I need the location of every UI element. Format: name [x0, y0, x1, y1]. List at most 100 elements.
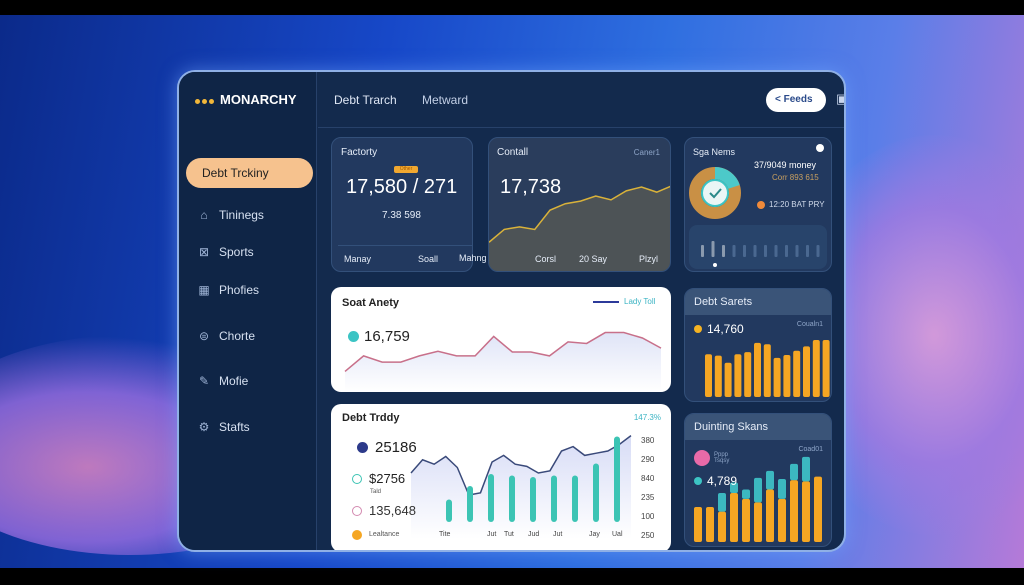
sidebar-item-label: Chorte	[219, 329, 256, 343]
contall-line	[489, 185, 670, 243]
sidebar-item-2[interactable]: ⊠ Sports	[197, 245, 254, 259]
bar	[793, 350, 801, 397]
bar	[773, 357, 781, 397]
stat-value: $2756	[369, 471, 406, 486]
sidebar-item-label: Stafts	[219, 420, 250, 434]
calendar-icon[interactable]: ▣	[836, 91, 844, 107]
debt-trddy-card: Debt Trddy 147.3% 25186 $2756 Tald 135,6…	[331, 404, 671, 550]
sga-nems-card: Sga Nems 37/9049 money Corr 893 615 12:2…	[684, 137, 832, 272]
feeds-button[interactable]: < Feeds	[766, 88, 826, 112]
page-dot	[713, 263, 717, 267]
tab-debt[interactable]: Debt Trarch	[334, 93, 397, 107]
soat-line	[344, 331, 662, 373]
sidebar-item-label: Tininegs	[219, 208, 264, 222]
bar	[614, 436, 620, 522]
donut-chart	[689, 167, 741, 219]
y-tick: 290	[641, 455, 655, 464]
brand-name: MONARCHY	[220, 92, 297, 107]
mini-bar	[711, 241, 715, 257]
card-title: Debt Trddy	[342, 412, 400, 424]
bar-segment	[706, 507, 714, 542]
logo: MONARCHY	[195, 92, 297, 107]
stat-line: Corr 893 615	[772, 173, 819, 182]
sidebar-item-1[interactable]: ⌂ Tininegs	[197, 208, 264, 222]
bar	[783, 354, 791, 397]
sidebar: MONARCHY Debt Trckiny ⌂ Tininegs ⊠ Sports …	[179, 72, 317, 550]
bar-segment	[730, 482, 738, 493]
dashboard-window: MONARCHY Debt Trckiny ⌂ Tininegs ⊠ Sports …	[177, 70, 846, 552]
card-link[interactable]: Coad01	[798, 446, 823, 453]
x-tick: Jut	[487, 531, 497, 538]
sidebar-item-5[interactable]: ✎ Mofie	[197, 374, 248, 388]
gear-icon: ⚙	[198, 420, 210, 434]
change-label: 147.3%	[633, 413, 661, 422]
x-tick: Tite	[439, 531, 451, 538]
bar-segment	[742, 498, 750, 542]
header: Debt Trarch Metward < Feeds ▣ ⚲ ⁑ ◔ ● ••	[318, 72, 844, 128]
value-dot	[348, 331, 359, 342]
sidebar-item-debt-tracking[interactable]: Debt Trckiny	[186, 158, 313, 188]
bar	[488, 474, 494, 522]
card-link[interactable]: Caner1	[633, 148, 660, 157]
bar	[593, 463, 599, 522]
duinting-skans-card: Duinting Skans Pppp Tsqsy 4,789 Coad01	[684, 413, 832, 547]
footer-label: Soall	[418, 254, 439, 264]
value-dot	[694, 325, 702, 333]
card-title: Factorty	[341, 147, 378, 158]
sidebar-item-3[interactable]: ▦ Phofies	[197, 283, 259, 297]
info-icon[interactable]	[816, 144, 824, 152]
bar-segment	[730, 493, 738, 542]
card-title: Debt Sarets	[685, 289, 831, 315]
bar	[705, 354, 712, 397]
footer-label: 20 Say	[579, 254, 608, 264]
area-chart	[489, 185, 670, 271]
debt-trddy-line	[410, 435, 632, 496]
bar-segment	[790, 463, 798, 481]
mini-bar	[816, 245, 820, 257]
bar-segment	[766, 489, 774, 542]
donut-segment	[689, 167, 741, 219]
bar	[822, 340, 830, 397]
sidebar-item-4[interactable]: ⊜ Chorte	[197, 329, 255, 343]
soat-area	[345, 332, 661, 392]
stat-value: 135,648	[369, 503, 416, 518]
x-tick: Ual	[612, 531, 623, 538]
bar	[467, 486, 473, 522]
y-tick: 840	[641, 474, 655, 483]
bar	[509, 475, 515, 522]
bar-segment	[814, 476, 822, 542]
legend-swatch	[593, 301, 619, 303]
footer-label: Corsl	[535, 254, 557, 264]
legend-label: Lealtance	[369, 531, 400, 538]
mini-bar	[722, 245, 725, 257]
mini-bar	[753, 245, 757, 257]
stat-line: 37/9049 money	[754, 160, 817, 170]
bar	[763, 344, 771, 397]
sidebar-item-6[interactable]: ⚙ Stafts	[197, 420, 250, 434]
card-value: 16,759	[364, 328, 410, 345]
mini-bar-chart	[701, 241, 820, 267]
bar	[572, 475, 578, 522]
stat-dot	[352, 474, 362, 484]
x-tick: Jut	[553, 531, 563, 538]
card-value: 17,738	[500, 176, 562, 198]
card-title: Soat Anety	[342, 297, 400, 309]
card-title: Sga Nems	[693, 147, 736, 157]
bar-segment	[754, 502, 762, 542]
card-link[interactable]: Coualn1	[796, 321, 823, 328]
tab-metward[interactable]: Metward	[422, 93, 469, 107]
value-dot	[694, 477, 702, 485]
bar	[734, 354, 742, 397]
x-tick: Jay	[589, 531, 600, 538]
bar-segment	[802, 481, 810, 542]
sidebar-item-label: Phofies	[219, 283, 260, 297]
soat-anety-card: Soat Anety Lady Toll 16,759	[331, 287, 671, 392]
bar-segment	[802, 456, 810, 482]
bar-segment	[694, 507, 702, 542]
y-tick: 100	[641, 512, 655, 521]
mini-bar	[785, 245, 788, 257]
card-title: Contall	[497, 147, 529, 158]
pen-icon: ✎	[198, 374, 210, 388]
stacked-bar-chart	[694, 456, 822, 542]
sidebar-item-label: Sports	[219, 245, 254, 259]
